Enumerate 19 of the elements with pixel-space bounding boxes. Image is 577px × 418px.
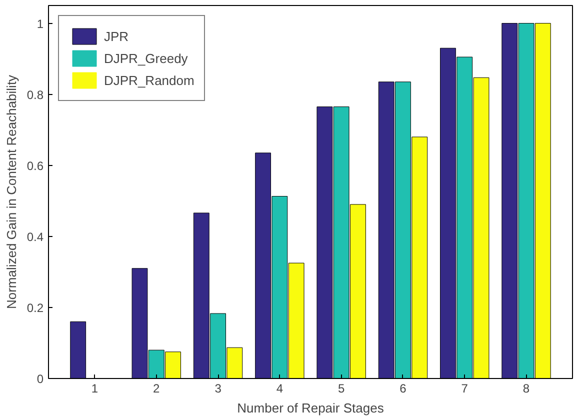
x-tick-label: 8 [522, 382, 530, 396]
x-tick-label: 5 [338, 382, 345, 396]
y-tick-label: 0.8 [26, 88, 44, 102]
x-tick-label: 3 [214, 382, 222, 396]
legend-label: DJPR_Greedy [104, 50, 188, 66]
x-axis-title: Number of Repair Stages [237, 400, 384, 416]
legend-label: JPR [104, 28, 129, 44]
x-tick-label: 1 [91, 382, 98, 396]
y-tick-label: 0.2 [26, 300, 44, 315]
y-tick-label: 0.4 [26, 230, 44, 244]
y-tick-label: 0 [36, 372, 44, 386]
y-axis-title: Normalized Gain in Content Reachability [4, 74, 19, 310]
legend-label: DJPR_Random [104, 72, 194, 88]
x-tick-label: 4 [276, 382, 284, 396]
x-tick-label: 7 [461, 382, 468, 396]
x-tick-label: 2 [153, 382, 160, 396]
y-tick-label: 1 [36, 16, 44, 31]
x-tick-label: 6 [400, 382, 407, 396]
y-tick-label: 0.6 [26, 158, 44, 173]
